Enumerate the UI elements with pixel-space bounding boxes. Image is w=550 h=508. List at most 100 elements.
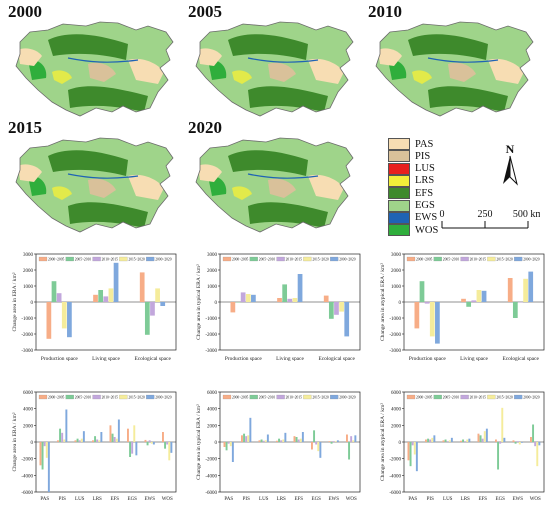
x-tick-label: Living space <box>460 356 488 362</box>
bar-2000-2020-pas <box>231 442 234 462</box>
bar-2000-2020-production-space <box>435 302 440 344</box>
legend-entry: 2015~2020 <box>128 258 145 262</box>
bar-2005-2010-living-space <box>282 284 288 302</box>
legend-entry: 2005~2010 <box>443 396 460 400</box>
x-tick-label: WOS <box>346 497 357 502</box>
x-tick-label: Production space <box>225 356 263 362</box>
legend-entry: 2005~2010 <box>443 258 460 262</box>
y-axis-label: Change area in atypical ERA / km² <box>380 263 386 341</box>
bar-2005-2010-ews <box>146 442 149 446</box>
bar-2010-2015-egs <box>315 442 318 445</box>
bar-2000-2005-pas <box>407 442 410 461</box>
legend-swatch <box>514 256 523 262</box>
bar-2000-2020-efs <box>301 432 304 442</box>
bar-2010-2015-egs <box>131 442 134 454</box>
year-label-2005: 2005 <box>188 2 222 21</box>
y-tick-label: 1000 <box>391 285 402 290</box>
bar-2000-2005-living-space <box>277 298 282 302</box>
bar-2015-2020-lus <box>448 440 451 442</box>
bar-2010-2015-ews <box>516 441 519 442</box>
bar-2000-2005-lus <box>442 440 445 442</box>
x-tick-label: EFS <box>110 497 119 502</box>
bar-2015-2020-lus <box>80 438 83 442</box>
legend-swatch <box>65 256 74 262</box>
bar-2005-2010-lrs <box>462 439 465 442</box>
bar-2010-2015-efs <box>113 437 116 442</box>
bar-2010-2015-efs <box>481 438 484 442</box>
x-tick-label: EGS <box>496 497 506 502</box>
y-tick-label: 0 <box>399 301 402 306</box>
bar-2000-2020-lrs <box>100 432 103 442</box>
bar-2005-2010-egs <box>497 442 500 470</box>
bar-2005-2010-wos <box>348 442 351 460</box>
x-tick-label: Production space <box>41 356 79 362</box>
x-tick-label: EWS <box>512 497 523 502</box>
bar-2005-2010-living-space <box>98 290 104 302</box>
legend-entry: 2000~2005 <box>48 258 65 262</box>
bar-2010-2015-pas <box>227 442 230 444</box>
bar-2015-2020-pis <box>431 437 434 442</box>
legend-item-lrs: LRS <box>388 174 434 187</box>
north-label: N <box>506 142 515 156</box>
bar-2000-2005-lrs <box>92 440 94 442</box>
bar-2010-2015-egs <box>499 442 502 444</box>
y-tick-label: 0 <box>215 441 218 446</box>
x-tick-label: LUS <box>75 497 85 502</box>
legend-swatch <box>146 256 155 262</box>
bar-2000-2005-efs <box>293 436 296 442</box>
legend-swatch <box>388 199 410 212</box>
legend-swatch <box>406 394 416 400</box>
legend-swatch <box>433 394 442 400</box>
bar-2000-2005-egs <box>127 428 129 442</box>
y-tick-label: -6000 <box>205 491 217 496</box>
bar-2015-2020-pas <box>45 442 48 458</box>
bar-2000-2020-pas <box>415 442 418 472</box>
chart-atypical-era-type: -6000 -4000 -2000 0 2000 4000 6000 Change area … <box>380 391 545 502</box>
legend-swatch <box>388 187 410 200</box>
x-tick-label: EGS <box>128 497 138 502</box>
bar-2010-2015-production-space <box>56 293 62 302</box>
bar-2000-2020-production-space <box>251 294 256 302</box>
legend-item-efs: EFS <box>388 187 433 200</box>
y-tick-label: -2000 <box>21 458 33 463</box>
legend-entry: 2000~2005 <box>416 258 433 262</box>
year-label-2015: 2015 <box>8 118 42 137</box>
y-tick-label: 0 <box>31 301 34 306</box>
legend-swatch <box>222 394 232 400</box>
bar-2015-2020-production-space <box>245 294 251 302</box>
x-tick-label: LUS <box>443 497 453 502</box>
legend-item-egs: EGS <box>388 199 435 212</box>
bar-2010-2015-efs <box>297 439 300 442</box>
bar-2000-2005-ecological-space <box>507 278 513 302</box>
legend-swatch <box>388 138 410 150</box>
legend-item-lus: LUS <box>388 162 435 175</box>
bar-2010-2015-ews <box>148 440 151 442</box>
bar-2000-2005-pis <box>241 435 243 442</box>
bar-2005-2010-efs <box>111 433 114 442</box>
y-tick-label: -2000 <box>389 458 401 463</box>
bar-2000-2005-production-space <box>230 302 236 313</box>
year-label-2020: 2020 <box>188 118 222 137</box>
y-axis-label: Change area in typical ERA / km² <box>196 404 202 480</box>
legend-entry: 2010~2015 <box>286 258 303 262</box>
y-axis-label: Change area in ERA / km² <box>12 272 18 331</box>
legend-entry: 2010~2015 <box>286 396 303 400</box>
bar-2000-2020-production-space <box>67 302 72 338</box>
y-tick-label: -4000 <box>205 474 217 479</box>
chart-era-type: -6000 -4000 -2000 0 2000 4000 6000 Change area … <box>12 391 177 502</box>
y-tick-label: -1000 <box>205 317 217 322</box>
scale-tick-1: 250 <box>478 209 493 220</box>
bar-2005-2010-ews <box>330 442 333 444</box>
bar-2010-2015-ecological-space <box>150 302 155 316</box>
bar-2005-2010-pis <box>59 428 62 442</box>
bar-2000-2020-lrs <box>284 432 287 442</box>
bar-2000-2020-lus <box>82 431 85 442</box>
bar-2015-2020-egs <box>317 442 320 452</box>
legend-entry: 2000~2020 <box>523 258 540 262</box>
legend-label: EGS <box>415 200 435 211</box>
bar-2015-2020-living-space <box>476 290 482 302</box>
x-tick-label: EWS <box>328 497 339 502</box>
land-use-map-2010 <box>375 21 534 117</box>
bar-2015-2020-ews <box>150 442 153 444</box>
